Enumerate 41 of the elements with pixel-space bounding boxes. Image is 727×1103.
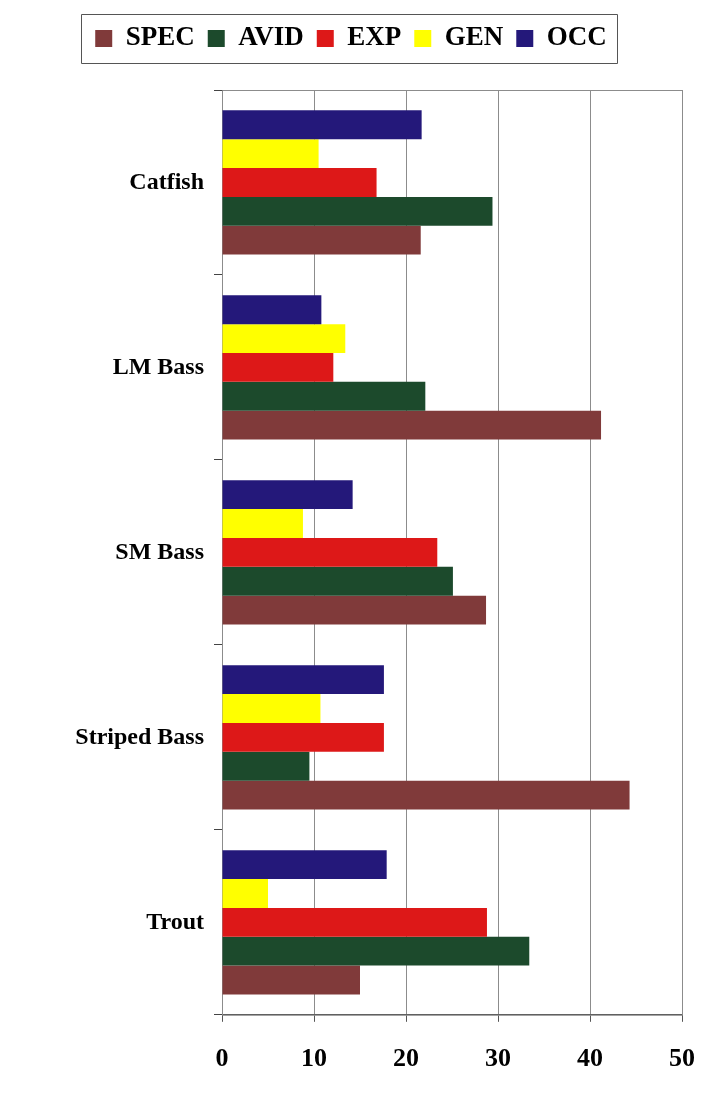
- bar: [222, 139, 319, 169]
- y-tick-label: Trout: [146, 907, 204, 934]
- bar: [222, 168, 377, 197]
- bar: [222, 509, 303, 538]
- bar: [222, 722, 384, 752]
- y-tick-label: Catfish: [129, 167, 204, 194]
- bar: [222, 295, 322, 325]
- bar: [222, 110, 422, 140]
- bar: [222, 780, 630, 810]
- bar: [222, 965, 360, 995]
- y-tick-label: LM Bass: [112, 352, 204, 379]
- bar: [222, 936, 530, 966]
- bar: [222, 751, 310, 781]
- bar: [222, 225, 421, 255]
- x-tick-label: 40: [577, 1043, 603, 1073]
- bar: [222, 537, 438, 567]
- bar: [222, 879, 268, 908]
- bar: [222, 480, 353, 510]
- x-tick-label: 20: [393, 1043, 419, 1073]
- bar: [222, 353, 334, 382]
- y-tick-label: Striped Bass: [75, 722, 204, 749]
- legend-label: OCC: [546, 21, 607, 52]
- bar: [222, 381, 426, 411]
- bar: [222, 566, 453, 596]
- x-tick-label: 10: [301, 1043, 327, 1073]
- legend-label: GEN: [444, 21, 504, 52]
- x-tick-label: 50: [669, 1043, 695, 1073]
- x-tick-label: 30: [485, 1043, 511, 1073]
- legend-label: AVID: [238, 21, 304, 52]
- bar: [222, 665, 384, 695]
- x-tick-label: 0: [215, 1043, 229, 1073]
- bar: [222, 324, 346, 354]
- bar: [222, 907, 487, 937]
- bar: [222, 850, 387, 880]
- bar: [222, 595, 487, 625]
- bar: [222, 694, 321, 723]
- y-tick-label: SM Bass: [115, 537, 204, 564]
- legend-label: SPEC: [125, 21, 195, 52]
- bar: [222, 410, 602, 440]
- bar: [222, 196, 493, 226]
- legend-label: EXP: [347, 21, 402, 52]
